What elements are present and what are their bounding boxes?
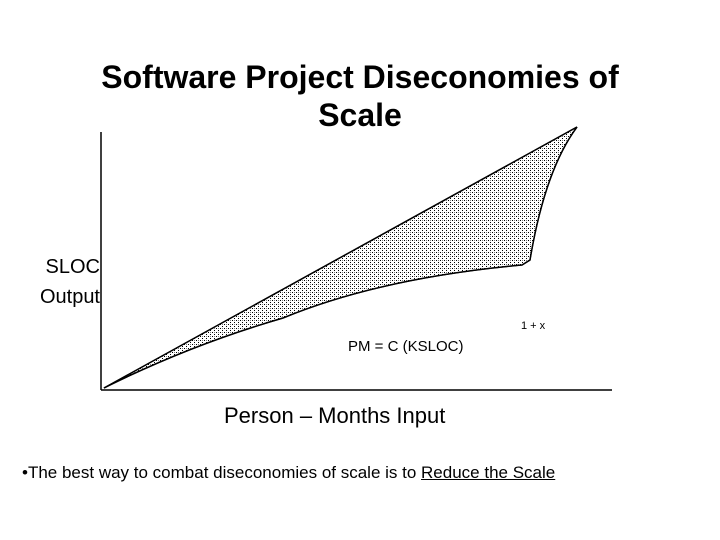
title-line-1: Software Project Diseconomies of [101, 59, 619, 95]
bullet-note-emphasis: Reduce the Scale [421, 463, 556, 482]
x-axis-label: Person – Months Input [224, 403, 446, 428]
page-title: Software Project Diseconomies of Scale [0, 58, 720, 134]
formula-exponent: 1 + x [521, 320, 546, 332]
bullet-note-text: •The best way to combat diseconomies of … [22, 463, 422, 482]
y-axis-label-line-2: Output [39, 286, 100, 308]
formula-text: PM = C (KSLOC) [348, 338, 464, 355]
output-curve [103, 126, 578, 389]
bullet-note: •The best way to combat diseconomies of … [22, 463, 555, 483]
linear-line [103, 126, 578, 389]
y-axis-label: SLOC Output [8, 252, 100, 312]
y-axis-label-line-1: SLOC [45, 256, 100, 278]
title-line-2: Scale [318, 97, 402, 133]
